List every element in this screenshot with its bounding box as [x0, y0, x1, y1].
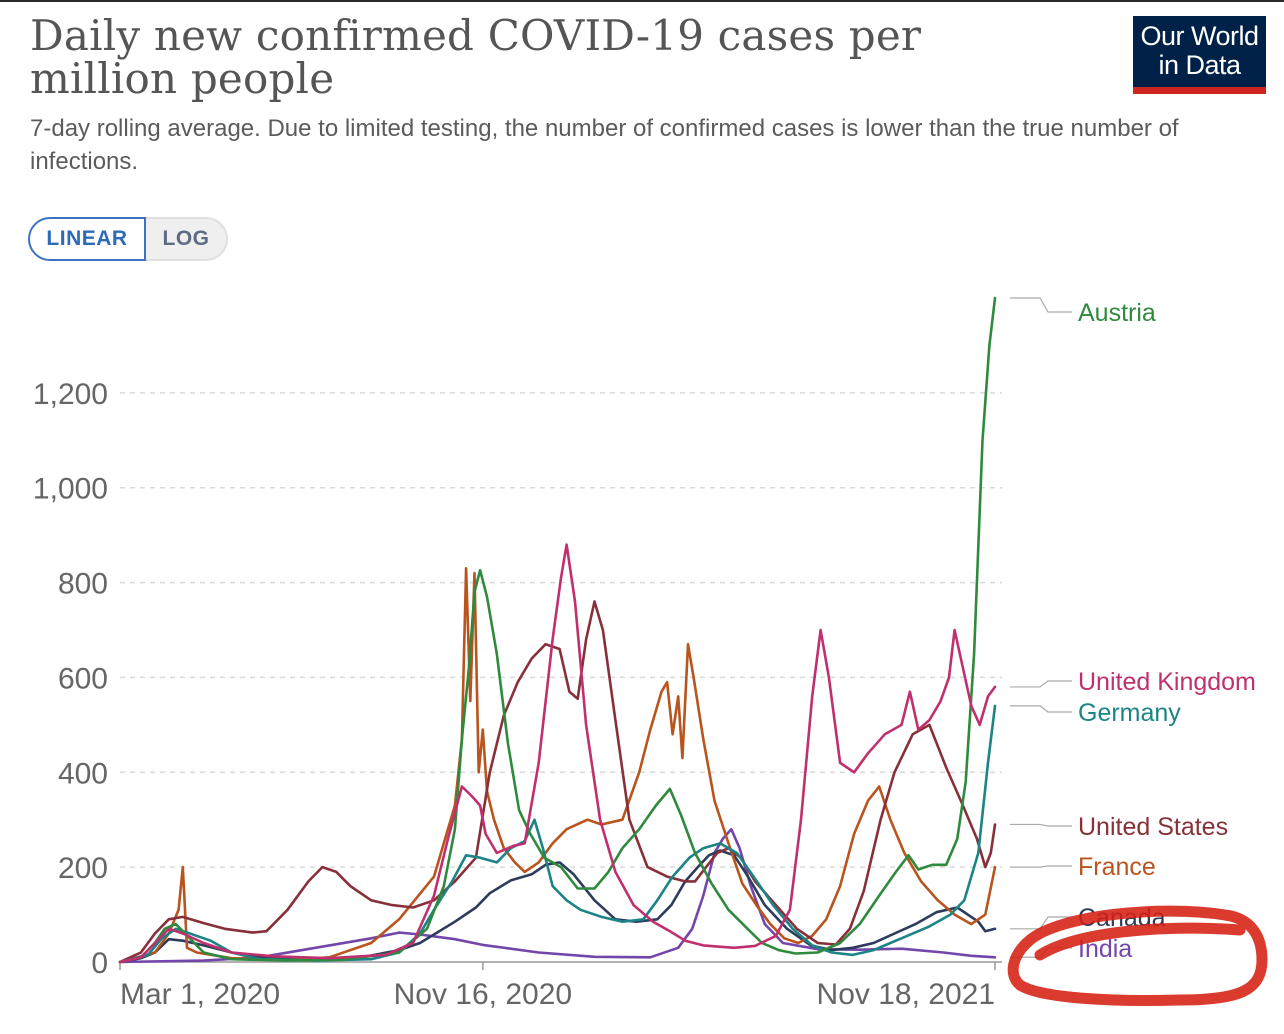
y-tick-label: 0	[91, 947, 108, 980]
series-line-united-kingdom[interactable]	[118, 543, 997, 964]
series-label-united-states[interactable]: United States	[1078, 813, 1228, 841]
x-tick-label: Nov 18, 2021	[817, 978, 995, 1011]
y-tick-label: 400	[58, 757, 108, 790]
y-tick-label: 600	[58, 662, 108, 695]
scale-toggle: LINEAR LOG	[28, 217, 228, 261]
label-connector	[1010, 680, 1072, 688]
series-line-france[interactable]	[118, 567, 997, 964]
label-connector	[1010, 916, 1072, 930]
red-circle-annotation	[1007, 905, 1268, 1006]
log-toggle-button[interactable]: LOG	[146, 217, 228, 261]
label-connector	[1010, 297, 1072, 313]
series-line-india[interactable]	[118, 827, 997, 964]
series-labels: Austria United Kingdom Germany United State…	[1010, 297, 1256, 963]
y-tick-label: 1,000	[33, 473, 108, 506]
series-lines	[118, 296, 997, 964]
owid-logo[interactable]: Our World in Data	[1133, 16, 1266, 94]
series-line-united-states[interactable]	[118, 600, 997, 964]
series-label-austria[interactable]: Austria	[1078, 299, 1156, 327]
label-connector	[1010, 823, 1072, 827]
label-connector	[1010, 705, 1072, 713]
chart-title: Daily new confirmed COVID-19 cases per m…	[30, 11, 922, 103]
linear-toggle-button[interactable]: LINEAR	[28, 217, 146, 261]
logo-line-2: in Data	[1158, 50, 1241, 80]
series-label-germany[interactable]: Germany	[1078, 699, 1181, 727]
y-tick-label: 800	[58, 568, 108, 601]
series-line-austria[interactable]	[118, 296, 997, 964]
y-tick-label: 200	[58, 852, 108, 885]
series-label-united-kingdom[interactable]: United Kingdom	[1078, 668, 1256, 696]
x-axis: Mar 1, 2020 Nov 16, 2020 Nov 18, 2021	[119, 961, 1002, 1011]
chart-subtitle: 7-day rolling average. Due to limited te…	[30, 115, 1179, 175]
label-connector	[1010, 865, 1072, 868]
gridlines	[120, 392, 1002, 868]
top-rule	[0, 0, 1284, 2]
series-label-france[interactable]: France	[1078, 853, 1156, 881]
logo-line-1: Our World	[1140, 21, 1259, 51]
x-tick-label: Nov 16, 2020	[394, 978, 572, 1011]
y-tick-label: 1,200	[33, 378, 108, 411]
y-axis-ticks: 0 200 400 600 800 1,000 1,200	[33, 378, 108, 980]
x-tick-label: Mar 1, 2020	[120, 978, 280, 1011]
series-line-germany[interactable]	[118, 704, 997, 964]
